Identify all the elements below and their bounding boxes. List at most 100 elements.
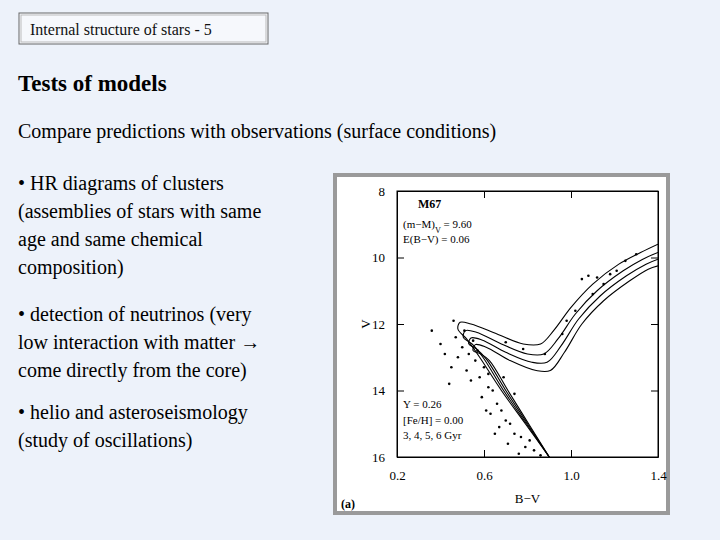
star-point	[478, 376, 481, 379]
tick	[484, 191, 485, 198]
slide: Internal structure of stars - 5Tests of …	[0, 0, 720, 540]
star-point	[609, 273, 612, 276]
tick: 10	[372, 250, 404, 265]
star-point	[507, 442, 510, 445]
axis	[651, 192, 659, 458]
star-point	[483, 366, 486, 369]
header-box-inner	[21, 15, 266, 42]
annotation-part: (m−M)	[403, 218, 435, 231]
tick-mark	[397, 391, 404, 392]
star-point	[481, 396, 484, 399]
star-point	[500, 409, 503, 412]
annotation: Y = 0.26	[403, 398, 442, 410]
star-point	[465, 369, 468, 372]
tick-mark	[651, 324, 658, 325]
bullet-line: (study of oscillations)	[18, 429, 192, 452]
axis: 810121416	[372, 184, 404, 465]
tick	[651, 258, 658, 259]
bullet-line: composition)	[18, 256, 124, 279]
bullet-line: come directly from the core)	[18, 359, 247, 382]
annotation: [Fe/H] = 0.00	[403, 414, 464, 426]
y-axis-title: V	[358, 319, 373, 329]
bullet-line: • detection of neutrinos (very	[18, 303, 252, 326]
star-point	[470, 379, 473, 382]
star-point	[450, 366, 453, 369]
tick-mark	[484, 191, 485, 198]
star-point	[574, 309, 577, 312]
tick: 0.6	[476, 450, 493, 483]
tick-label: 1.4	[650, 468, 667, 483]
star-point	[454, 336, 457, 339]
header: Internal structure of stars - 5	[30, 21, 212, 38]
star-point	[487, 373, 490, 376]
chart: 0.20.61.01.4810121416B−VVM67(m−M)V = 9.6…	[341, 184, 667, 511]
star-point	[494, 432, 497, 435]
star-point	[431, 329, 434, 332]
tick: 14	[372, 383, 404, 398]
tick-mark	[651, 258, 658, 259]
star-point	[591, 293, 594, 296]
tick-mark	[571, 450, 572, 457]
annotation-part: = 9.60	[441, 218, 472, 230]
tick	[651, 457, 658, 458]
star-point	[452, 319, 455, 322]
tick-mark	[397, 258, 404, 259]
tick-mark	[484, 450, 485, 457]
star-point	[498, 426, 501, 429]
star-point	[496, 403, 499, 406]
plot-area	[431, 244, 659, 457]
star-point	[485, 409, 488, 412]
axis-line	[658, 192, 659, 458]
star-point	[504, 419, 507, 422]
star-point	[528, 439, 531, 442]
tick-label: 0.2	[389, 468, 405, 483]
isochrone	[469, 259, 658, 457]
star-point	[491, 389, 494, 392]
tick-mark	[651, 191, 658, 192]
star-point	[533, 449, 536, 452]
star-point	[513, 393, 516, 396]
star-point	[524, 446, 527, 449]
star-point	[624, 260, 627, 263]
tick-label: 14	[372, 383, 386, 398]
tick-label: 16	[372, 450, 386, 465]
figure-frame	[335, 175, 668, 513]
star-point	[472, 339, 475, 342]
isochrone	[458, 244, 658, 457]
star-point	[476, 349, 479, 352]
tick-mark	[651, 391, 658, 392]
tick-label: 10	[372, 250, 385, 265]
star-point	[463, 329, 466, 332]
star-point	[444, 353, 447, 356]
star-point	[457, 356, 460, 359]
x-axis-title: B−V	[515, 491, 541, 506]
header-box	[19, 13, 268, 44]
tick: 1.0	[563, 450, 579, 483]
bullet-line: (assemblies of stars with same	[18, 200, 261, 223]
star-point	[602, 283, 605, 286]
annotation: (a)	[341, 497, 355, 511]
subtitle: Compare predictions with observations (s…	[18, 120, 496, 143]
star-point	[474, 359, 477, 362]
star-point	[565, 319, 568, 322]
plot-frame	[397, 191, 658, 457]
bullet-line: age and same chemical	[18, 228, 203, 251]
star-point	[487, 386, 490, 389]
star-point	[467, 353, 470, 356]
star-point	[587, 274, 590, 277]
star-point	[615, 270, 618, 273]
star-point	[539, 454, 542, 457]
tick-mark	[397, 191, 404, 192]
star-point	[635, 253, 638, 256]
tick	[651, 324, 658, 325]
axis: 0.2 0.6 1.0 1.4	[389, 450, 667, 483]
isochrone	[463, 253, 658, 457]
tick-mark	[397, 324, 404, 325]
isochrone	[473, 266, 658, 457]
star-point	[509, 422, 512, 425]
tick-label: 0.6	[476, 468, 493, 483]
bullet-line: low interaction with matter →	[18, 331, 260, 353]
tick-label: 12	[372, 317, 385, 332]
star-point	[489, 412, 492, 415]
star-point	[439, 343, 442, 346]
